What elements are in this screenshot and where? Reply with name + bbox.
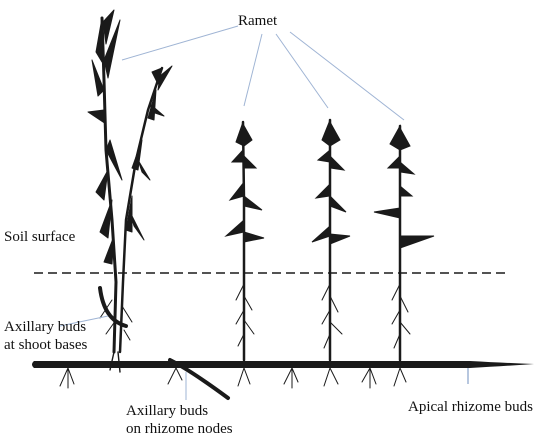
- axillary-shoot-label: Axillary buds at shoot bases: [4, 318, 87, 354]
- mother-plant: [87, 9, 173, 373]
- axillary-shoot-leader: [59, 315, 109, 327]
- rhizome-roots: [59, 367, 407, 389]
- apical-rhizome-label: Apical rhizome buds: [408, 399, 533, 415]
- axillary-rhizome-label-line1: Axillary buds: [126, 403, 209, 419]
- rhizome: [32, 361, 534, 368]
- axillary-rhizome-label-line2: on rhizome nodes: [126, 421, 233, 437]
- axillary-rhizome-label: Axillary buds on rhizome nodes: [126, 402, 233, 438]
- ramet-1: [224, 120, 265, 362]
- ramet-3: [373, 124, 435, 362]
- ramet-leader-lines: [121, 25, 405, 121]
- axillary-shoot-label-line2: at shoot bases: [4, 337, 88, 353]
- ramet-2: [311, 118, 351, 362]
- axillary-shoot-label-line1: Axillary buds: [4, 319, 87, 335]
- ramet-label: Ramet: [238, 13, 278, 29]
- soil-surface-label: Soil surface: [4, 229, 76, 245]
- rhizome-node-bud: [168, 358, 230, 400]
